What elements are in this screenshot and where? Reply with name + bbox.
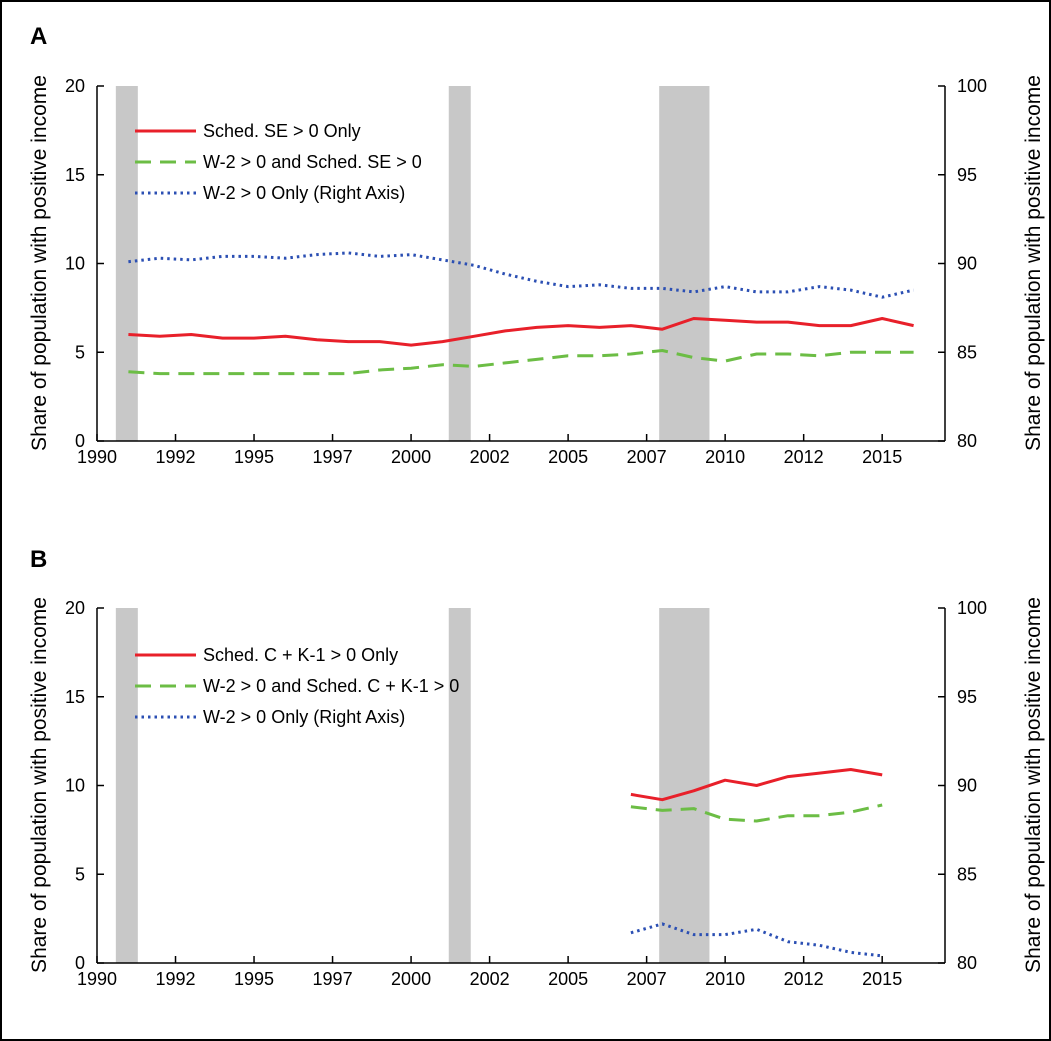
panel-a-x-tick-label: 1992 [155,447,195,467]
panel-b-x-tick-label: 1995 [234,969,274,989]
panel-a-right-y-tick-label: 90 [957,254,977,274]
panel-b-x-tick-label: 1992 [155,969,195,989]
panel-b-right-axis-title: Share of population with positive income [1022,597,1045,973]
panel-b-right-y-tick-label: 95 [957,687,977,707]
panel-b-x-tick-label: 1990 [77,969,117,989]
panel-a-x-tick-label: 2005 [548,447,588,467]
panel-a-x-tick-label: 1997 [313,447,353,467]
panel-a-x-tick-label: 2012 [784,447,824,467]
panel-a-left-y-tick-label: 15 [65,165,85,185]
panel-b-right-y-tick-label: 80 [957,953,977,973]
panel-b-right-y-tick-label: 100 [957,598,987,618]
panel-b-left-y-tick-label: 15 [65,687,85,707]
panel-b-x-tick-label: 2007 [627,969,667,989]
panel-b-series-line-0 [630,768,883,802]
panel-b-x-tick-label: 2005 [548,969,588,989]
panel-b-letter: B [30,546,47,573]
panel-b-series-line-1 [630,803,883,823]
panel-a-x-tick-label: 1990 [77,447,117,467]
panel-a-left-y-tick-label: 20 [65,76,85,96]
panel-b-left-y-tick-label: 20 [65,598,85,618]
panel-b-legend-label-1: W-2 > 0 and Sched. C + K-1 > 0 [203,676,459,696]
panel-a-x-tick-label: 1995 [234,447,274,467]
panel-a-legend-label-1: W-2 > 0 and Sched. SE > 0 [203,152,422,172]
panel-a-right-y-tick-label: 95 [957,165,977,185]
panel-b: B Share of population with positive inco… [28,546,1045,989]
panel-b-x-tick-label: 2002 [470,969,510,989]
panel-b-legend-label-2: W-2 > 0 Only (Right Axis) [203,707,405,727]
panel-b-x-tick-label: 2000 [391,969,431,989]
panel-a-right-y-tick-label: 85 [957,342,977,362]
panel-b-x-tick-label: 2015 [862,969,902,989]
panel-a: A Share of population with positive inco… [28,23,1045,467]
panel-a-recession-band-0 [115,86,138,441]
panel-a-x-tick-label: 2007 [627,447,667,467]
panel-a-right-y-tick-label: 80 [957,431,977,451]
panel-a-series-line-0 [128,317,914,347]
panel-b-left-y-tick-label: 10 [65,776,85,796]
panel-b-recession-band-2 [659,608,710,963]
panel-b-legend-label-0: Sched. C + K-1 > 0 Only [203,645,398,665]
panel-a-right-y-tick-label: 100 [957,76,987,96]
panel-a-left-y-tick-label: 0 [75,431,85,451]
panel-b-left-y-tick-label: 5 [75,864,85,884]
panel-a-legend-label-0: Sched. SE > 0 Only [203,121,361,141]
panel-b-recession-band-0 [115,608,138,963]
panel-a-series-line-2 [128,251,914,299]
panel-a-left-axis-title: Share of population with positive income [28,75,51,451]
panel-a-legend-label-2: W-2 > 0 Only (Right Axis) [203,183,405,203]
panel-a-right-axis-title: Share of population with positive income [1022,75,1045,451]
panel-b-x-tick-label: 2012 [784,969,824,989]
panel-a-x-tick-label: 2002 [470,447,510,467]
panel-a-x-tick-label: 2000 [391,447,431,467]
panel-b-series-line-2 [630,922,883,958]
panel-b-left-axis-title: Share of population with positive income [28,597,51,973]
panel-b-x-tick-label: 2010 [705,969,745,989]
panel-a-left-y-tick-label: 10 [65,254,85,274]
panel-b-recession-band-1 [448,608,471,963]
panel-b-right-y-tick-label: 85 [957,864,977,884]
panel-b-x-tick-label: 1997 [313,969,353,989]
panel-a-recession-band-2 [659,86,710,441]
panel-b-right-y-tick-label: 90 [957,776,977,796]
panel-a-left-y-tick-label: 5 [75,342,85,362]
panel-a-letter: A [30,23,47,50]
panel-a-x-tick-label: 2015 [862,447,902,467]
panel-b-left-y-tick-label: 0 [75,953,85,973]
panel-a-series-line-1 [128,349,914,376]
panel-a-x-tick-label: 2010 [705,447,745,467]
